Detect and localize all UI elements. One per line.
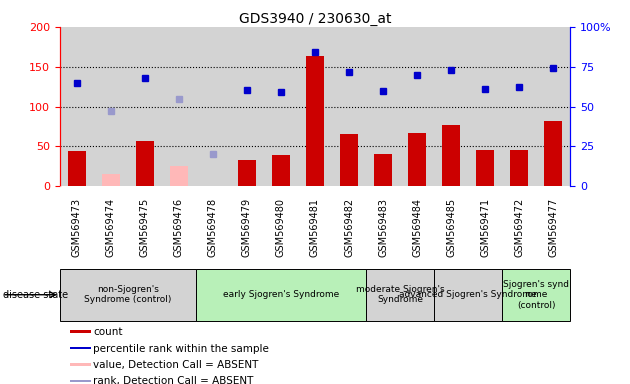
Bar	[67, 151, 86, 186]
Text: Sjogren's synd
rome
(control): Sjogren's synd rome (control)	[503, 280, 569, 310]
Text: GSM569478: GSM569478	[208, 198, 218, 257]
Bar	[70, 347, 91, 349]
Bar	[408, 133, 427, 186]
Text: GSM569479: GSM569479	[242, 198, 252, 257]
Bar	[374, 154, 392, 186]
Bar	[502, 269, 570, 321]
Bar	[510, 150, 529, 186]
Text: GSM569482: GSM569482	[344, 198, 354, 257]
Title: GDS3940 / 230630_at: GDS3940 / 230630_at	[239, 12, 391, 26]
Bar	[366, 269, 434, 321]
Text: GSM569474: GSM569474	[106, 198, 116, 257]
Bar	[544, 121, 563, 186]
Bar	[169, 166, 188, 186]
Bar	[70, 380, 91, 382]
Text: moderate Sjogren's
Syndrome: moderate Sjogren's Syndrome	[356, 285, 444, 305]
Bar	[70, 331, 91, 333]
Text: early Sjogren's Syndrome: early Sjogren's Syndrome	[223, 290, 339, 299]
Bar	[101, 174, 120, 186]
Text: percentile rank within the sample: percentile rank within the sample	[93, 344, 269, 354]
Bar	[434, 269, 502, 321]
Text: GSM569480: GSM569480	[276, 198, 286, 257]
Bar	[442, 125, 461, 186]
Text: GSM569473: GSM569473	[72, 198, 82, 257]
Bar	[340, 134, 358, 186]
Text: GSM569485: GSM569485	[446, 198, 456, 257]
Text: count: count	[93, 327, 122, 337]
Bar	[238, 160, 256, 186]
Text: GSM569477: GSM569477	[548, 198, 558, 257]
Text: GSM569484: GSM569484	[412, 198, 422, 257]
Text: non-Sjogren's
Syndrome (control): non-Sjogren's Syndrome (control)	[84, 285, 171, 305]
Text: GSM569483: GSM569483	[378, 198, 388, 257]
Bar	[60, 269, 196, 321]
Text: GSM569476: GSM569476	[174, 198, 184, 257]
Text: GSM569471: GSM569471	[480, 198, 490, 257]
Text: GSM569472: GSM569472	[514, 198, 524, 257]
Bar	[476, 150, 495, 186]
Text: GSM569475: GSM569475	[140, 198, 150, 257]
Text: rank, Detection Call = ABSENT: rank, Detection Call = ABSENT	[93, 376, 253, 384]
Bar	[272, 155, 290, 186]
Bar	[70, 363, 91, 366]
Bar	[306, 56, 324, 186]
Bar	[196, 269, 366, 321]
Text: value, Detection Call = ABSENT: value, Detection Call = ABSENT	[93, 360, 258, 370]
Text: disease state: disease state	[3, 290, 68, 300]
Bar	[135, 141, 154, 186]
Text: GSM569481: GSM569481	[310, 198, 320, 257]
Text: advanced Sjogren's Syndrome: advanced Sjogren's Syndrome	[399, 290, 537, 299]
